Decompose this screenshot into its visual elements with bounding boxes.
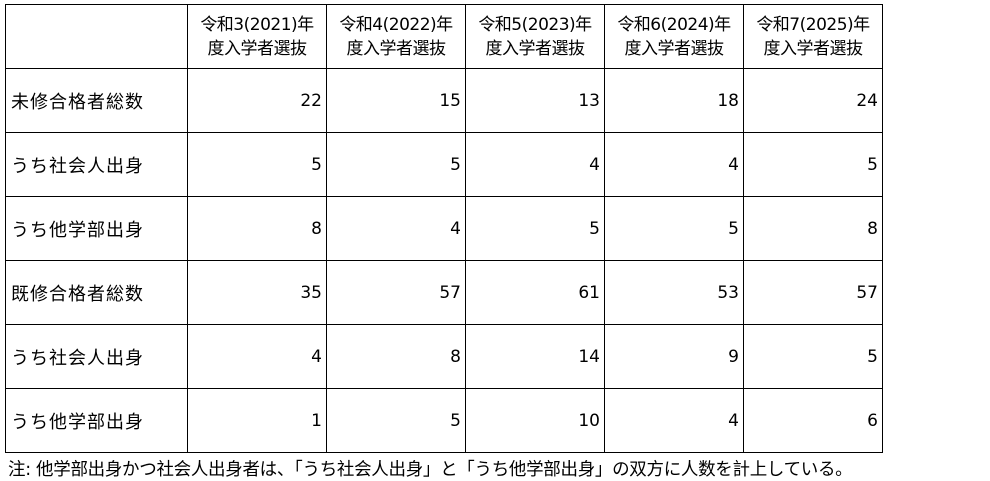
column-header-line: 度入学者選抜 xyxy=(207,38,308,59)
column-header-line: 度入学者選抜 xyxy=(485,38,586,59)
value-cell: 22 xyxy=(187,68,327,133)
table-row: うち社会人出身 4 8 14 9 5 xyxy=(5,324,883,389)
corner-cell xyxy=(5,4,188,69)
value-cell: 4 xyxy=(187,324,327,389)
value-cell: 53 xyxy=(604,260,744,325)
column-header-line: 度入学者選抜 xyxy=(624,38,725,59)
column-header: 令和7(2025)年 度入学者選抜 xyxy=(743,4,883,69)
value-cell: 1 xyxy=(187,388,327,453)
footnote: 注: 他学部出身かつ社会人出身者は、「うち社会人出身」と「うち他学部出身」の双方… xyxy=(8,460,853,480)
row-label: うち社会人出身 xyxy=(5,324,188,389)
column-header-line: 令和5(2023)年 xyxy=(478,14,592,35)
value-cell: 35 xyxy=(187,260,327,325)
value-cell: 5 xyxy=(326,132,466,197)
column-header: 令和6(2024)年 度入学者選抜 xyxy=(604,4,744,69)
header-row: 令和3(2021)年 度入学者選抜 令和4(2022)年 度入学者選抜 令和5(2023… xyxy=(5,4,883,69)
column-header: 令和5(2023)年 度入学者選抜 xyxy=(465,4,605,69)
value-cell: 8 xyxy=(743,196,883,261)
column-header: 令和3(2021)年 度入学者選抜 xyxy=(187,4,327,69)
table-row: うち他学部出身 8 4 5 5 8 xyxy=(5,196,883,261)
value-cell: 5 xyxy=(743,324,883,389)
table-row: 未修合格者総数 22 15 13 18 24 xyxy=(5,68,883,133)
value-cell: 4 xyxy=(465,132,605,197)
column-header: 令和4(2022)年 度入学者選抜 xyxy=(326,4,466,69)
row-label: 未修合格者総数 xyxy=(5,68,188,133)
admissions-table: 令和3(2021)年 度入学者選抜 令和4(2022)年 度入学者選抜 令和5(2023… xyxy=(5,4,883,453)
row-label: うち社会人出身 xyxy=(5,132,188,197)
value-cell: 4 xyxy=(604,132,744,197)
table-row: 既修合格者総数 35 57 61 53 57 xyxy=(5,260,883,325)
table-row: うち社会人出身 5 5 4 4 5 xyxy=(5,132,883,197)
value-cell: 8 xyxy=(326,324,466,389)
row-label: うち他学部出身 xyxy=(5,196,188,261)
column-header-line: 令和4(2022)年 xyxy=(339,14,453,35)
column-header-line: 令和7(2025)年 xyxy=(756,14,870,35)
column-header-line: 令和6(2024)年 xyxy=(617,14,731,35)
value-cell: 5 xyxy=(465,196,605,261)
value-cell: 18 xyxy=(604,68,744,133)
value-cell: 10 xyxy=(465,388,605,453)
row-label: 既修合格者総数 xyxy=(5,260,188,325)
value-cell: 9 xyxy=(604,324,744,389)
table-row: うち他学部出身 1 5 10 4 6 xyxy=(5,388,883,453)
value-cell: 5 xyxy=(743,132,883,197)
value-cell: 5 xyxy=(187,132,327,197)
value-cell: 61 xyxy=(465,260,605,325)
value-cell: 6 xyxy=(743,388,883,453)
column-header-line: 令和3(2021)年 xyxy=(200,14,314,35)
value-cell: 8 xyxy=(187,196,327,261)
column-header-line: 度入学者選抜 xyxy=(346,38,447,59)
value-cell: 4 xyxy=(326,196,466,261)
value-cell: 24 xyxy=(743,68,883,133)
column-header-line: 度入学者選抜 xyxy=(763,38,864,59)
value-cell: 57 xyxy=(743,260,883,325)
row-label: うち他学部出身 xyxy=(5,388,188,453)
value-cell: 57 xyxy=(326,260,466,325)
value-cell: 5 xyxy=(326,388,466,453)
value-cell: 15 xyxy=(326,68,466,133)
value-cell: 4 xyxy=(604,388,744,453)
value-cell: 14 xyxy=(465,324,605,389)
value-cell: 13 xyxy=(465,68,605,133)
value-cell: 5 xyxy=(604,196,744,261)
